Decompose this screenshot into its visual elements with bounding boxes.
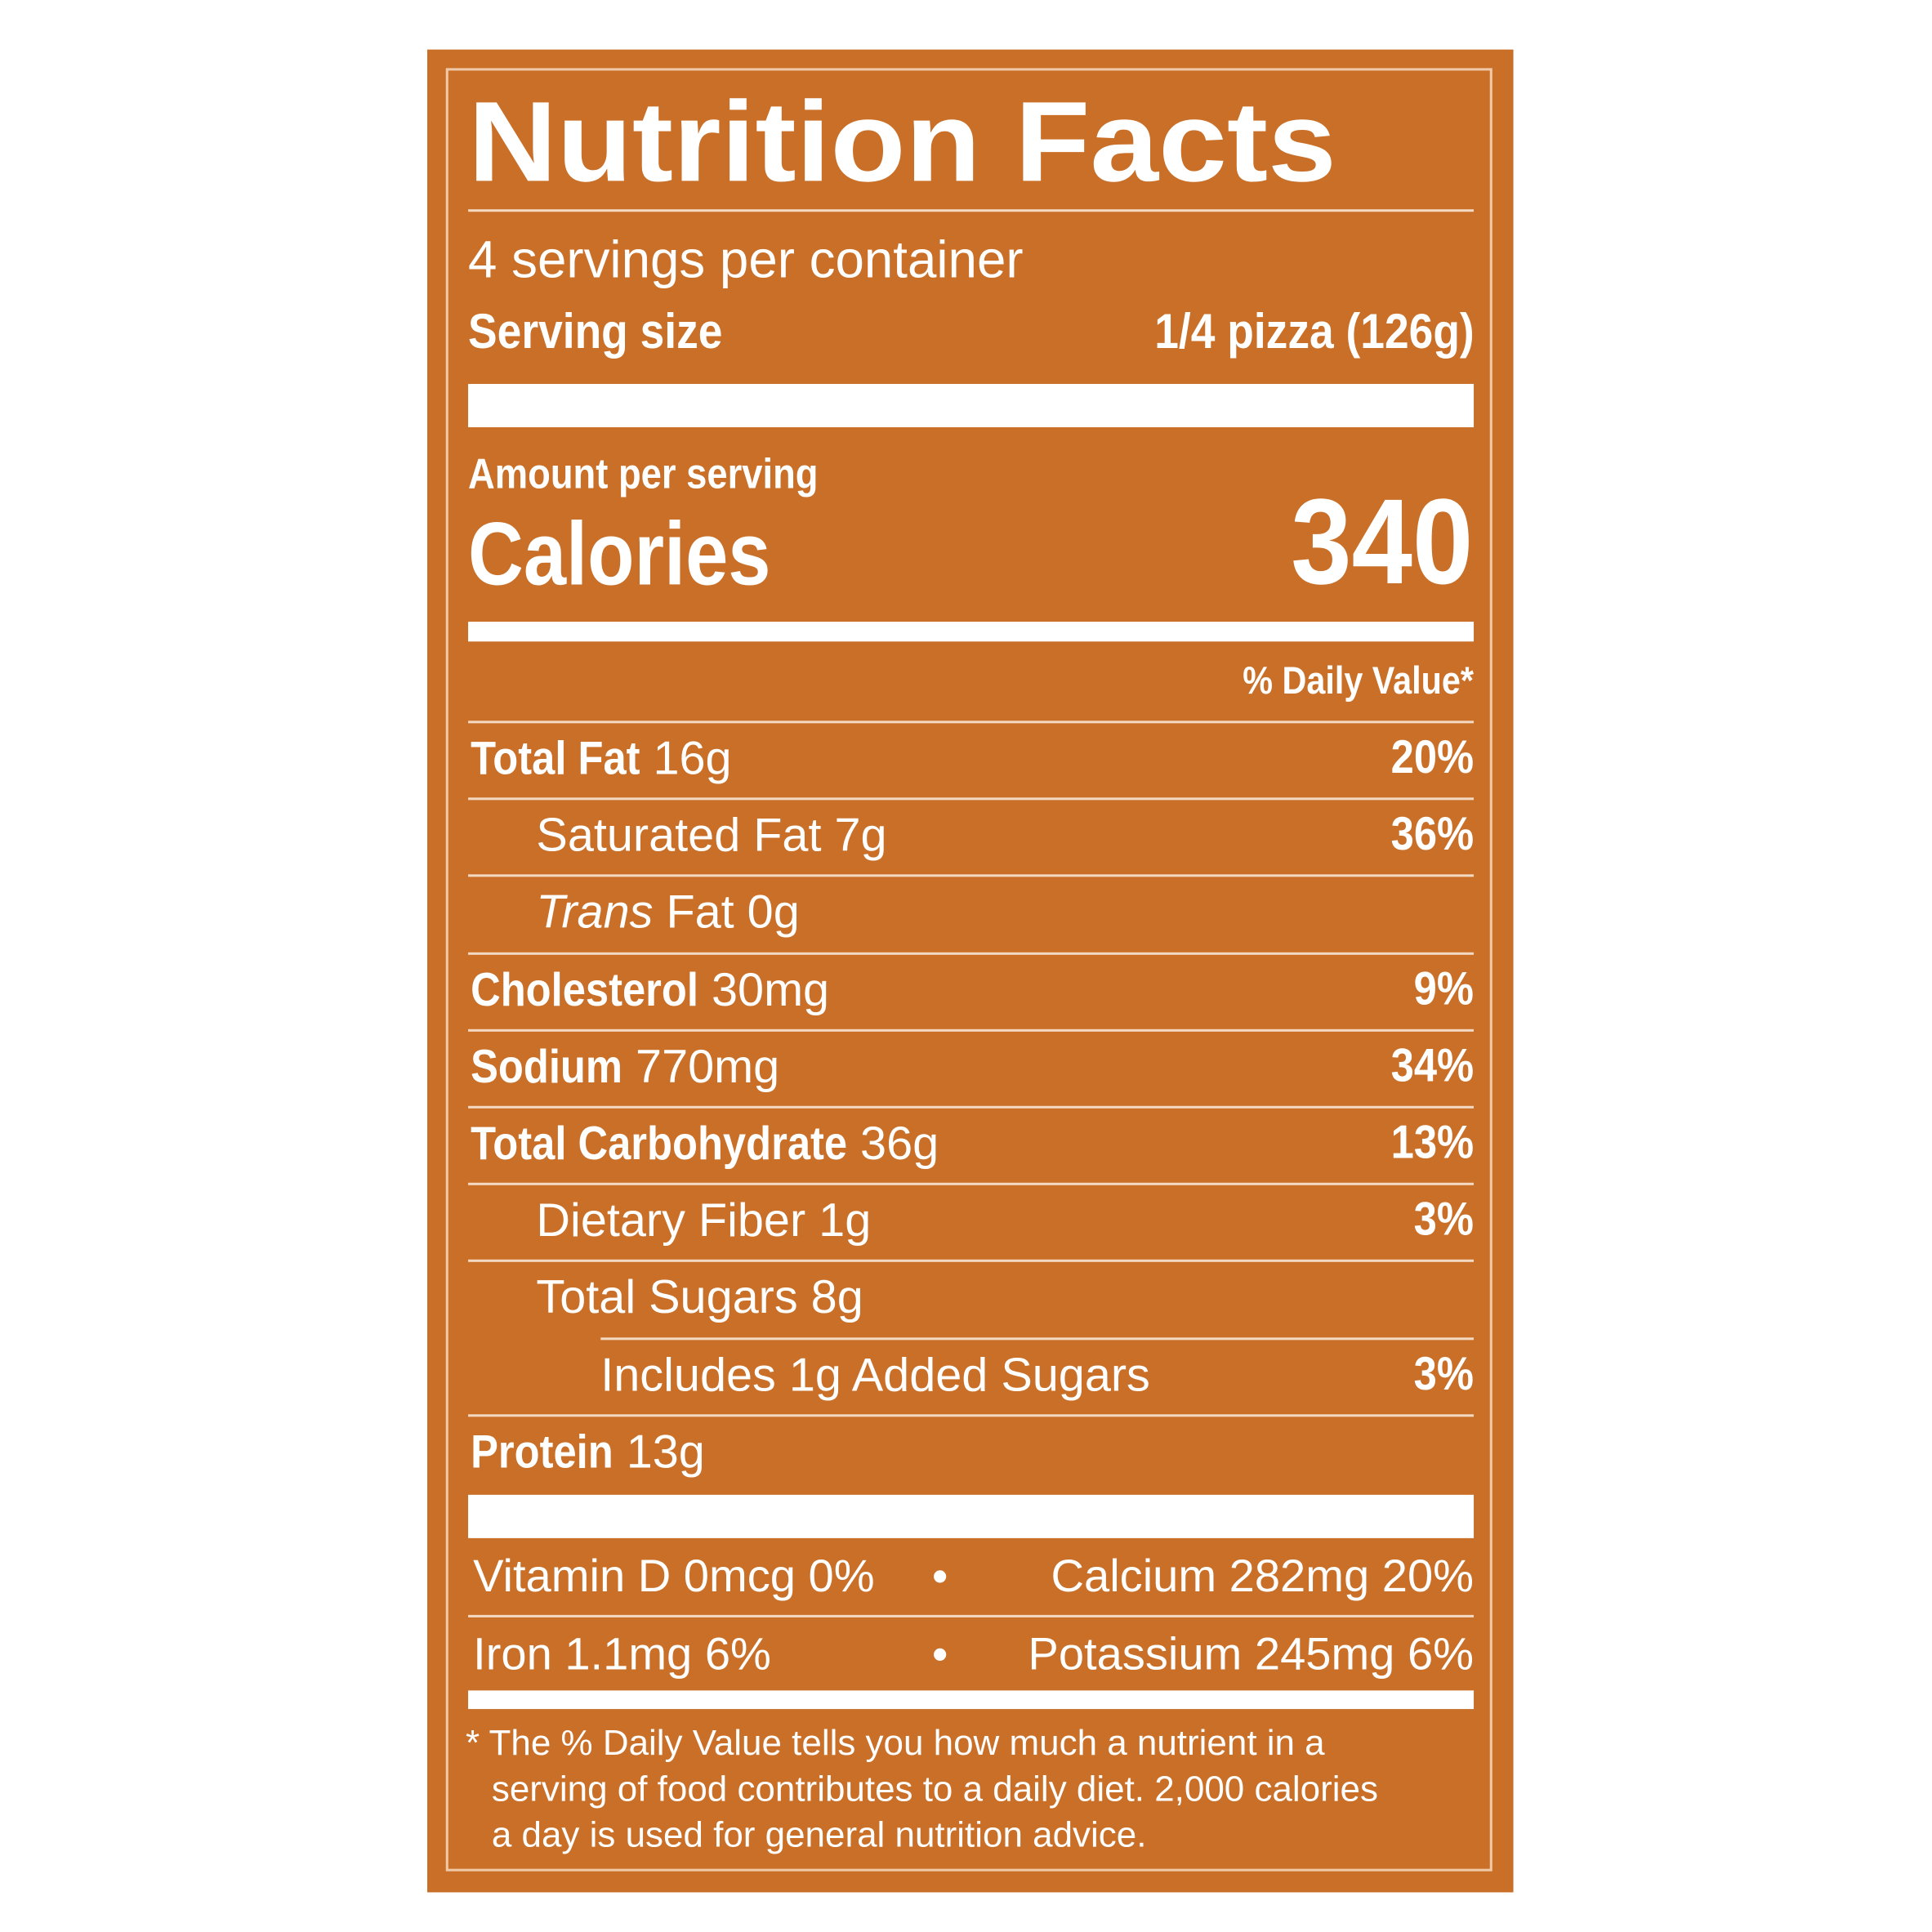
nutrient-name: Trans xyxy=(536,887,654,939)
thick-bar xyxy=(468,1690,1475,1710)
nutrient-name: Saturated Fat xyxy=(536,810,822,863)
nutrient-name: Cholesterol xyxy=(471,964,698,1017)
micronutrient: Potassium 245mg 6% xyxy=(1028,1628,1475,1680)
nutrient-amount: 16g xyxy=(653,733,732,786)
nutrient-row: Total Fat 16g xyxy=(471,730,732,789)
nutrient-dv: 3% xyxy=(1413,1194,1475,1247)
nutrient-row: Saturated Fat 7g xyxy=(536,806,886,866)
calories-value: 340 xyxy=(1291,473,1475,610)
calories-label: Calories xyxy=(468,505,771,605)
nutrient-row: Dietary Fiber 1g xyxy=(536,1192,871,1252)
serving-size-label: Serving size xyxy=(468,304,723,359)
micronutrient: Calcium 282mg 20% xyxy=(1051,1550,1475,1601)
nutrient-dv: 9% xyxy=(1413,963,1475,1015)
rule xyxy=(468,1105,1475,1109)
nutrient-amount: 36g xyxy=(860,1118,939,1171)
rule xyxy=(468,721,1475,724)
title: Nutrition Facts xyxy=(468,78,1336,206)
nutrient-name: Protein xyxy=(471,1426,614,1479)
bullet xyxy=(934,1648,947,1661)
nutrient-amount: 770mg xyxy=(636,1041,780,1094)
amount-per-serving: Amount per serving xyxy=(468,450,819,498)
nutrient-amount: Fat 0g xyxy=(666,887,800,939)
nutrient-row: Trans Fat 0g xyxy=(536,884,799,944)
label-border xyxy=(445,68,1493,1872)
footnote-line: * The % Daily Value tells you how much a… xyxy=(466,1723,1325,1764)
nutrient-dv: 34% xyxy=(1390,1040,1475,1093)
nutrient-row: Sodium 770mg xyxy=(471,1037,779,1097)
nutrient-dv: 13% xyxy=(1390,1117,1475,1170)
thick-bar xyxy=(468,1494,1475,1538)
serving-size-value: 1/4 pizza (126g) xyxy=(1153,304,1475,359)
footnote-line: a day is used for general nutrition advi… xyxy=(491,1814,1147,1855)
micronutrient: Vitamin D 0mcg 0% xyxy=(473,1550,875,1601)
thick-bar xyxy=(468,383,1475,428)
nutrient-name: Dietary Fiber xyxy=(536,1195,806,1247)
rule xyxy=(468,874,1475,877)
nutrient-dv: 36% xyxy=(1390,809,1475,862)
nutrient-row: Protein 13g xyxy=(471,1423,705,1483)
rule xyxy=(468,797,1475,801)
nutrient-row: Cholesterol 30mg xyxy=(471,961,829,1020)
nutrient-name: Sodium xyxy=(471,1041,622,1094)
nutrient-dv: 20% xyxy=(1390,732,1475,784)
nutrient-amount: 1g xyxy=(819,1195,872,1247)
nutrient-amount: 30mg xyxy=(711,964,830,1017)
thick-bar xyxy=(468,622,1475,642)
nutrient-amount: 7g xyxy=(834,810,887,863)
nutrient-row: Total Carbohydrate 36g xyxy=(471,1114,939,1174)
servings: 4 servings per container xyxy=(468,230,1024,288)
bullet xyxy=(934,1570,947,1583)
label-panel xyxy=(427,49,1514,1893)
nutrient-row: Includes 1g Added Sugars xyxy=(600,1345,1150,1405)
nutrient-dv: 3% xyxy=(1413,1348,1475,1401)
rule xyxy=(468,1614,1475,1617)
rule xyxy=(468,1028,1475,1032)
micronutrient: Iron 1.1mg 6% xyxy=(473,1628,771,1680)
nutrient-row: Total Sugars 8g xyxy=(536,1269,863,1328)
rule xyxy=(468,209,1475,212)
nutrient-amount: 13g xyxy=(626,1426,705,1479)
nutrient-name: Total Fat xyxy=(471,733,640,786)
rule xyxy=(600,1336,1475,1340)
rule xyxy=(468,952,1475,955)
nutrient-name: Total Sugars xyxy=(536,1272,798,1325)
nutrient-name: Includes 1g Added Sugars xyxy=(600,1349,1150,1402)
footnote-line: serving of food contributes to a daily d… xyxy=(491,1769,1378,1809)
rule xyxy=(468,1183,1475,1186)
daily-value-header: % Daily Value* xyxy=(1243,659,1475,703)
rule xyxy=(468,1413,1475,1417)
nutrient-name: Total Carbohydrate xyxy=(471,1118,848,1171)
nutrient-amount: 8g xyxy=(810,1272,863,1325)
rule xyxy=(468,1260,1475,1263)
